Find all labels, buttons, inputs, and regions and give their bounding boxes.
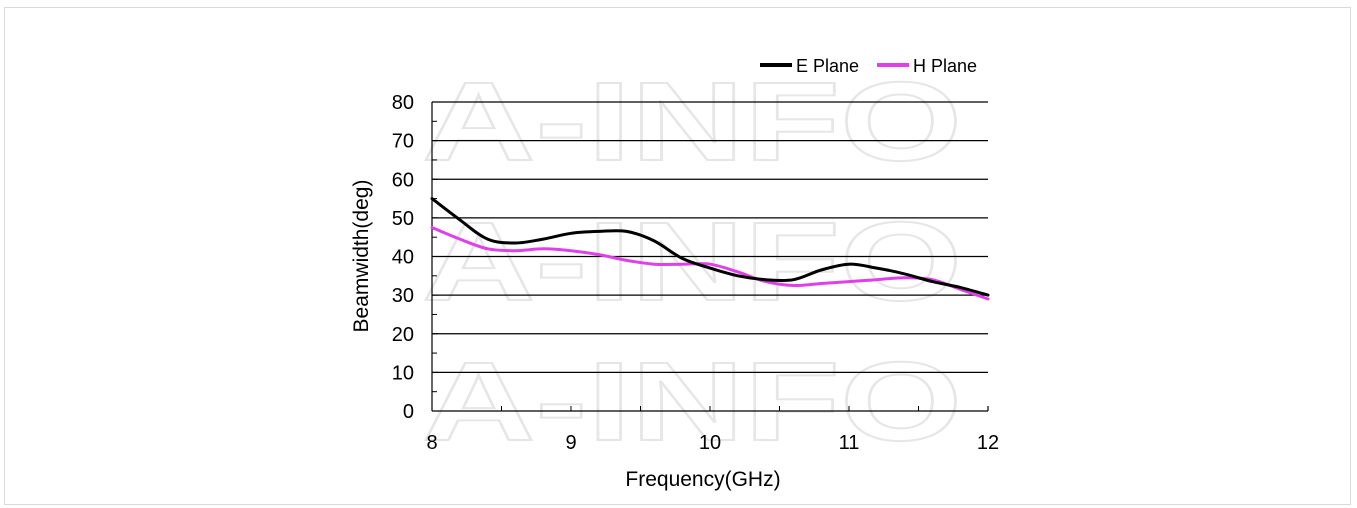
y-tick-label: 40 bbox=[392, 247, 414, 269]
x-tick-label: 8 bbox=[426, 432, 437, 454]
series-line-h-plane bbox=[430, 226, 990, 301]
legend-label-h-plane: H Plane bbox=[913, 56, 977, 76]
y-tick-label: 60 bbox=[392, 169, 414, 191]
x-tick-label: 12 bbox=[977, 432, 999, 454]
x-tick-label: 10 bbox=[699, 432, 721, 454]
y-tick-label: 10 bbox=[392, 362, 414, 384]
x-tick-label: 9 bbox=[565, 432, 576, 454]
series-lines bbox=[430, 197, 990, 301]
y-tick-label: 20 bbox=[392, 324, 414, 346]
y-tick-label: 50 bbox=[392, 208, 414, 230]
y-tick-label: 0 bbox=[403, 401, 414, 423]
series-line-e-plane bbox=[430, 197, 990, 297]
y-tick-label: 30 bbox=[392, 285, 414, 307]
grid-lines bbox=[432, 101, 988, 373]
watermark-text: A-INFO bbox=[422, 339, 962, 464]
y-axis-title: Beamwidth(deg) bbox=[350, 180, 373, 333]
y-tick-label: 80 bbox=[392, 92, 414, 114]
y-tick-label: 70 bbox=[392, 131, 414, 153]
tick-labels: 0 10 20 30 40 50 60 70 80 8 9 10 11 12 bbox=[392, 92, 999, 454]
legend: E Plane H Plane bbox=[760, 56, 977, 76]
watermark-text: A-INFO bbox=[422, 59, 962, 184]
axes bbox=[431, 101, 989, 412]
x-tick-label: 11 bbox=[839, 432, 860, 454]
x-axis-title: Frequency(GHz) bbox=[625, 468, 780, 491]
legend-label-e-plane: E Plane bbox=[796, 56, 859, 76]
